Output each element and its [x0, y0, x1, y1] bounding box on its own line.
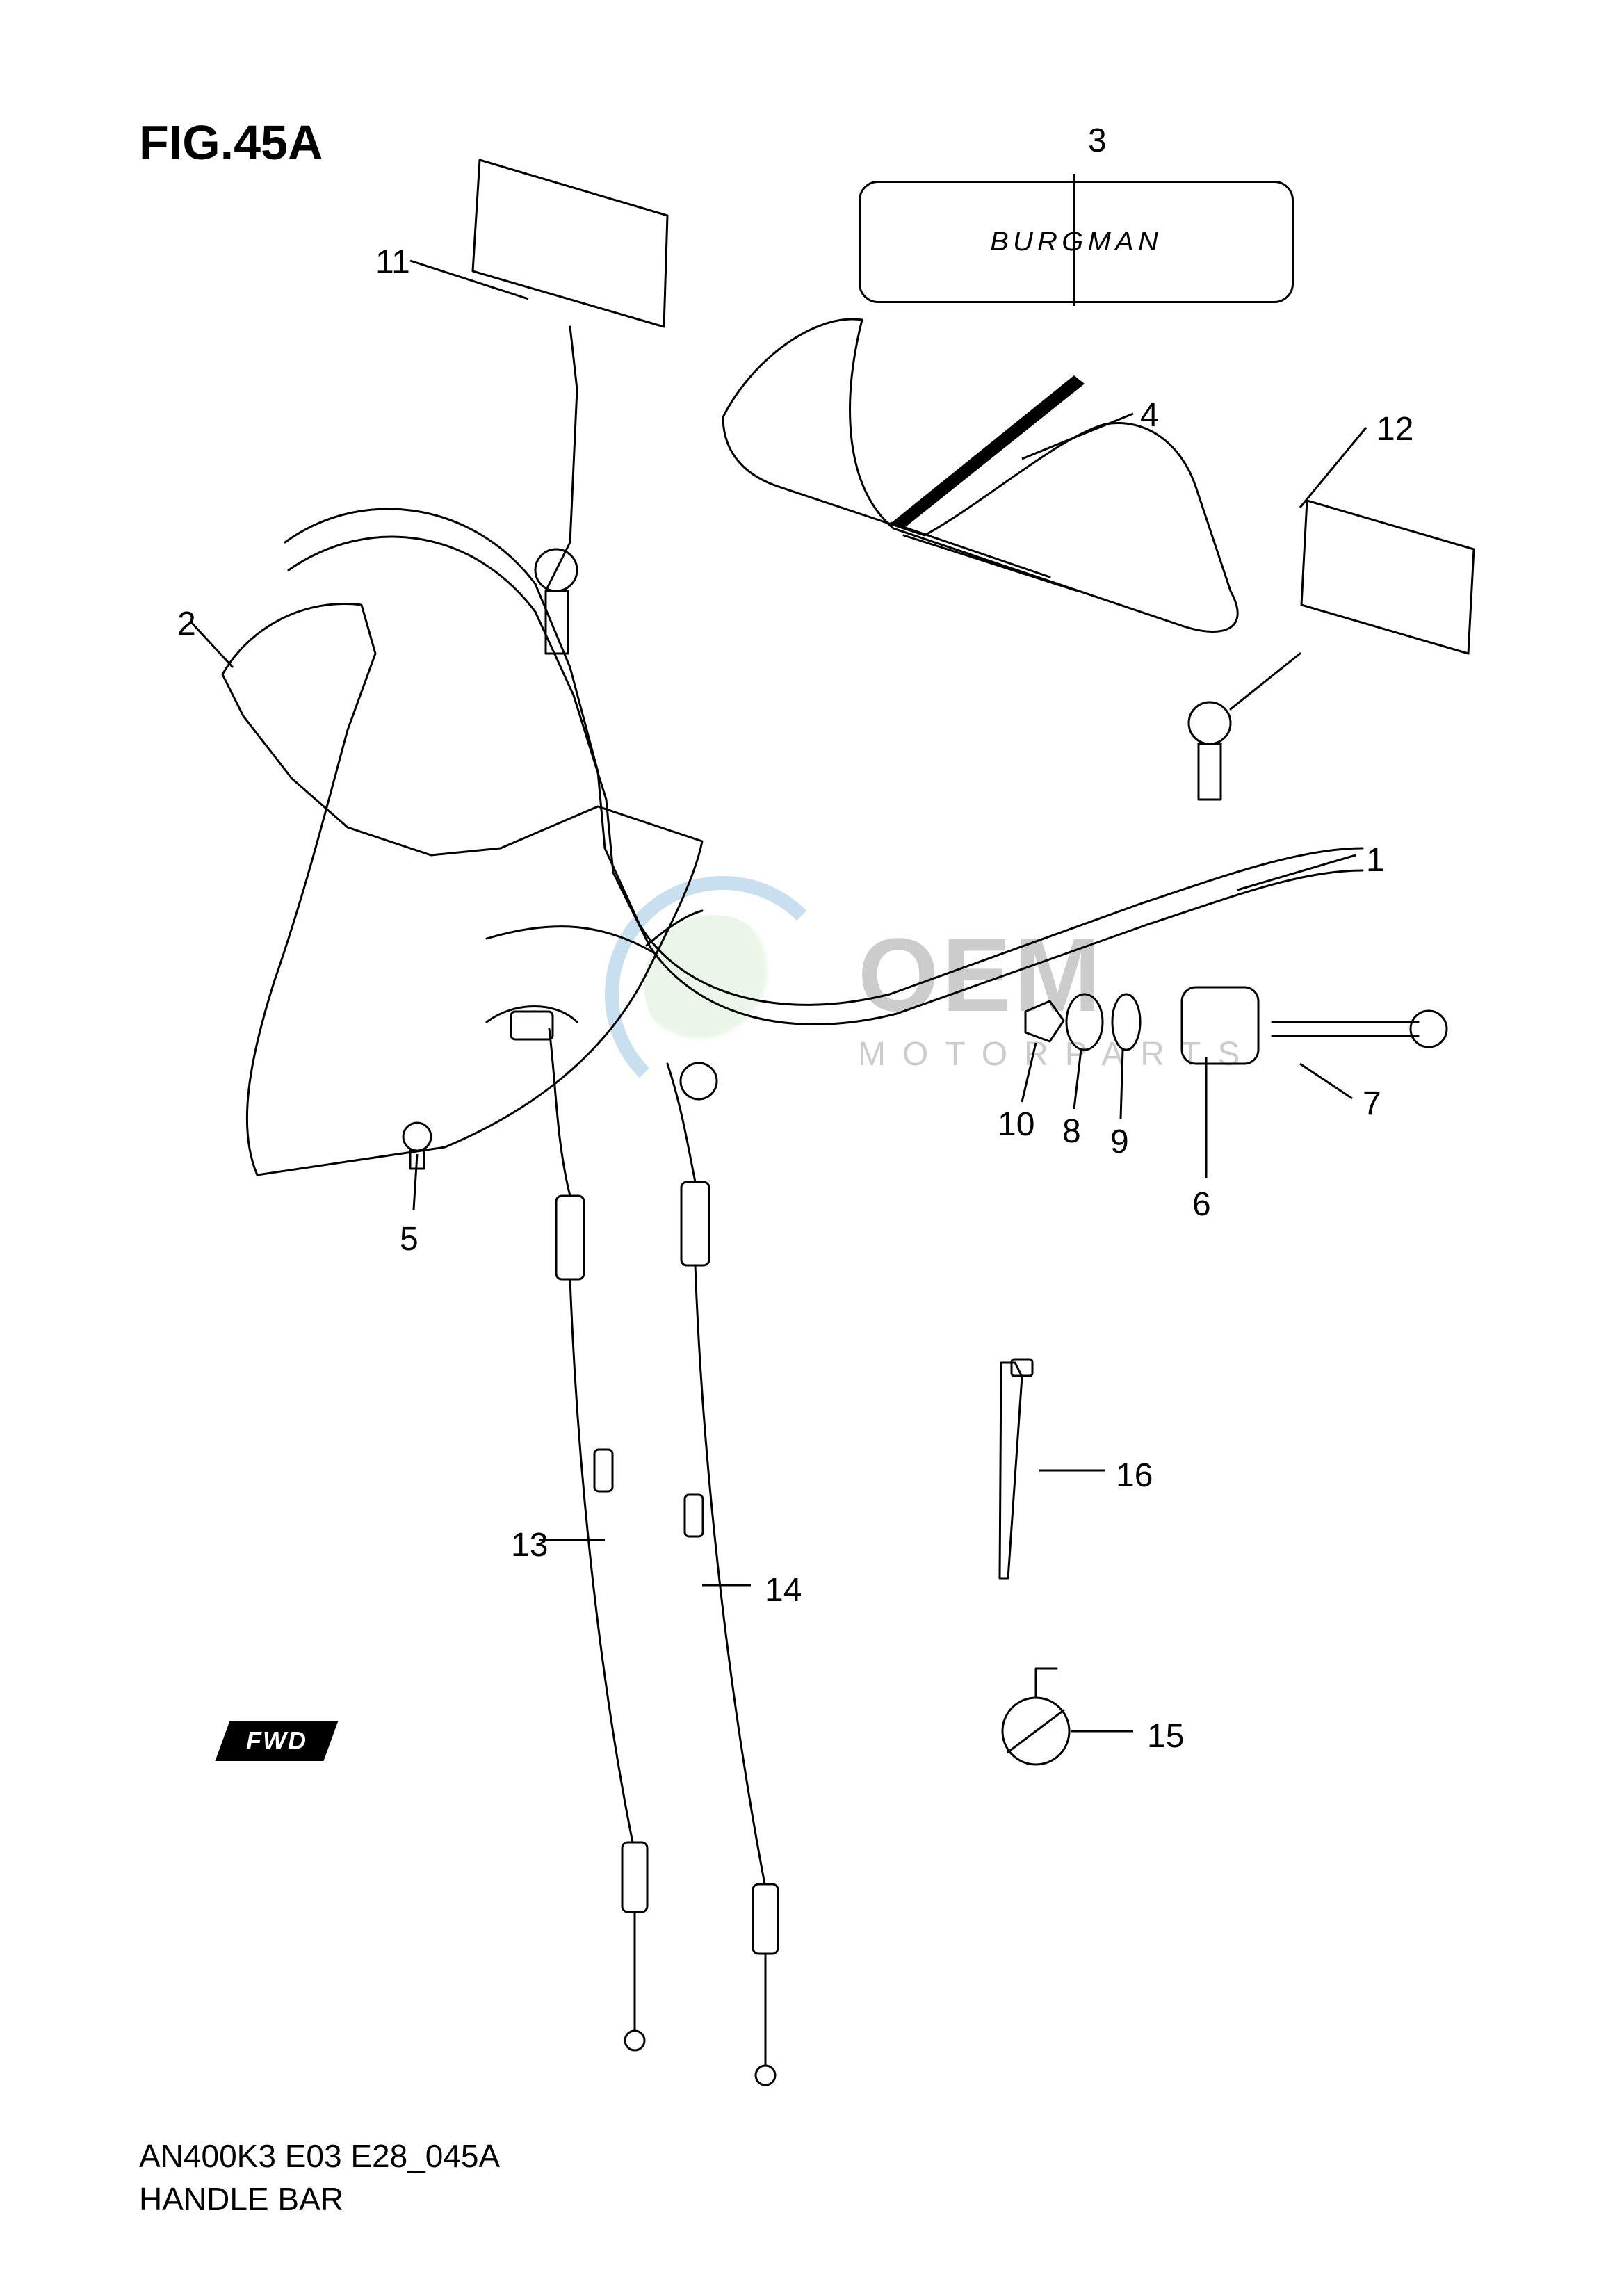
exploded-diagram [0, 0, 1624, 2295]
footer-line2: HANDLE BAR [139, 2178, 500, 2221]
footer: AN400K3 E03 E28_045A HANDLE BAR [139, 2134, 500, 2221]
part-clamp-15 [1002, 1669, 1069, 1765]
callout-9: 9 [1110, 1123, 1129, 1161]
callout-10: 10 [998, 1105, 1034, 1144]
part-tie-16 [1000, 1359, 1032, 1578]
part-mirror-right [1189, 501, 1474, 800]
callout-11: 11 [375, 243, 410, 282]
callout-8: 8 [1062, 1112, 1081, 1151]
emblem-burgman: BURGMAN [859, 181, 1294, 303]
callout-1: 1 [1366, 841, 1385, 879]
callout-4: 4 [1140, 396, 1159, 435]
callout-6: 6 [1192, 1185, 1211, 1224]
callout-5: 5 [400, 1220, 419, 1258]
callout-14: 14 [765, 1571, 802, 1609]
part-balancer-group [1025, 987, 1447, 1064]
callout-12: 12 [1377, 410, 1413, 448]
callout-3: 3 [1088, 122, 1107, 160]
callout-2: 2 [177, 605, 196, 643]
callout-16: 16 [1116, 1457, 1153, 1495]
fwd-text: FWD [246, 1726, 307, 1755]
emblem-text: BURGMAN [990, 227, 1162, 257]
footer-line1: AN400K3 E03 E28_045A [139, 2134, 500, 2178]
callout-13: 13 [511, 1526, 548, 1564]
part-upper-cover [723, 319, 1237, 631]
part-cable-14 [594, 1063, 778, 2085]
part-bracket [487, 1007, 577, 1040]
part-mirror-left [473, 160, 667, 654]
callout-15: 15 [1147, 1717, 1184, 1755]
part-lower-cover [222, 603, 702, 1175]
figure-title: FIG.45A [139, 115, 323, 170]
callout-7: 7 [1363, 1085, 1381, 1123]
part-handlebar [285, 509, 1363, 1024]
fwd-badge-icon: FWD [215, 1721, 338, 1761]
